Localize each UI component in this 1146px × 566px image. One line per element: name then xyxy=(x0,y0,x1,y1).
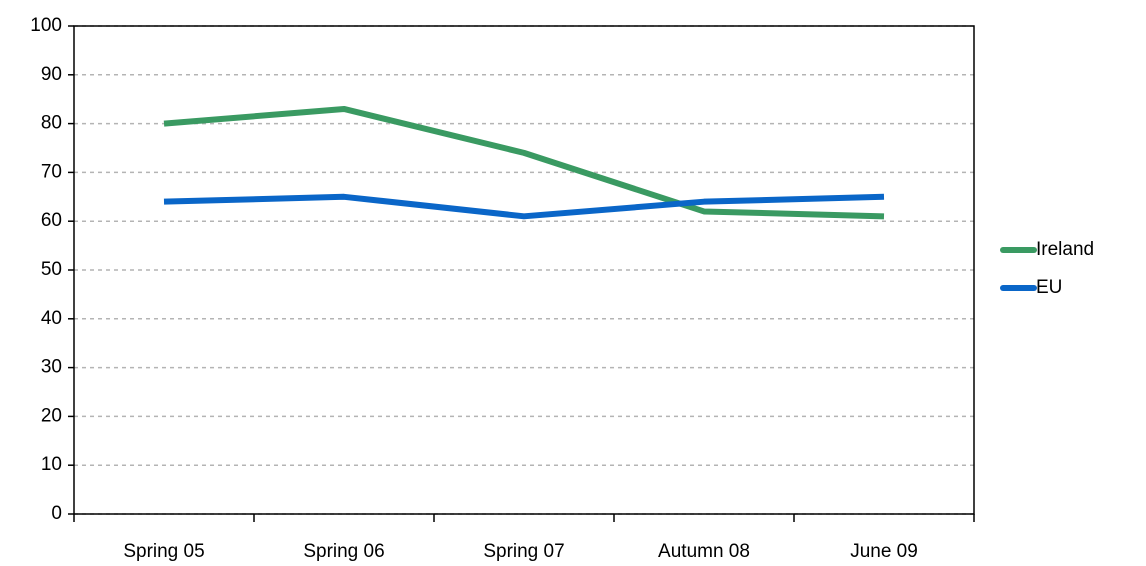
series-line xyxy=(163,105,885,220)
legend-label: Ireland xyxy=(1036,239,1094,260)
x-tick-label: Spring 07 xyxy=(483,541,564,562)
x-tick-label: Spring 05 xyxy=(123,541,204,562)
y-tick-label: 100 xyxy=(30,15,62,36)
y-tick-label: 90 xyxy=(41,64,62,85)
y-tick-label: 40 xyxy=(41,308,62,329)
y-tick-label: 60 xyxy=(41,210,62,231)
plot-border xyxy=(73,25,975,515)
legend-label: EU xyxy=(1036,277,1062,298)
y-tick-label: 50 xyxy=(41,259,62,280)
series-line xyxy=(163,193,885,220)
y-tick-label: 70 xyxy=(41,161,62,182)
y-tick-label: 20 xyxy=(41,405,62,426)
x-tick-label: June 09 xyxy=(850,541,918,562)
x-tick-label: Spring 06 xyxy=(303,541,384,562)
x-tick-label: Autumn 08 xyxy=(658,541,750,562)
y-tick-label: 30 xyxy=(41,357,62,378)
y-tick-label: 80 xyxy=(41,113,62,134)
y-tick-label: 10 xyxy=(41,454,62,475)
y-tick-label: 0 xyxy=(51,503,62,524)
